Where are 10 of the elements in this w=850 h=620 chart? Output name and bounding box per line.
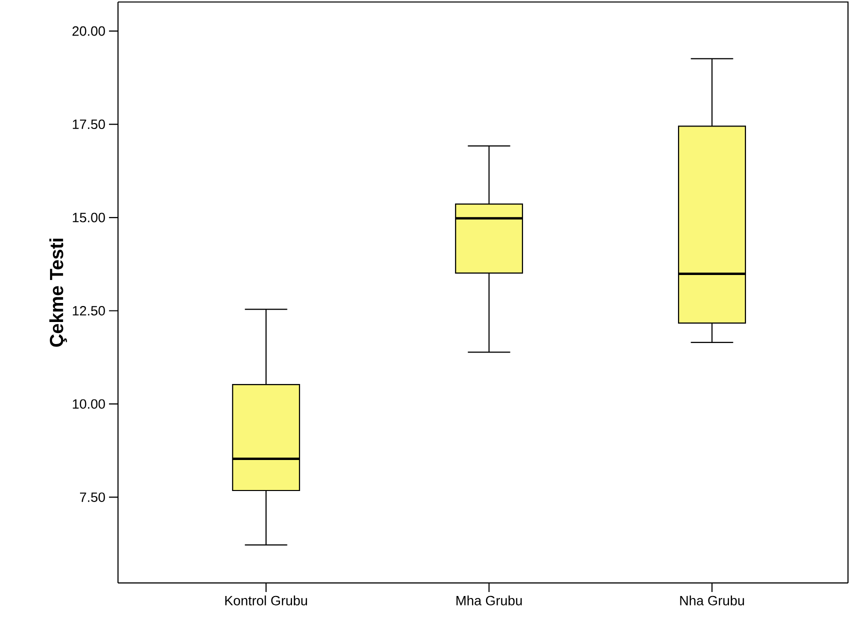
y-tick-label: 10.00 [72,399,105,409]
y-tick-label: 12.50 [72,306,105,316]
y-tick-label: 17.50 [72,120,105,130]
x-tick-label: Mha Grubu [456,596,522,606]
x-tick-label: Nha Grubu [680,596,744,606]
y-tick-label: 7.50 [80,492,105,502]
y-tick-label: 20.00 [72,26,105,36]
y-tick-label: 15.00 [72,212,105,222]
x-tick-label: Kontrol Grubu [225,596,308,606]
y-axis-title: Çekme Testi [49,238,67,347]
